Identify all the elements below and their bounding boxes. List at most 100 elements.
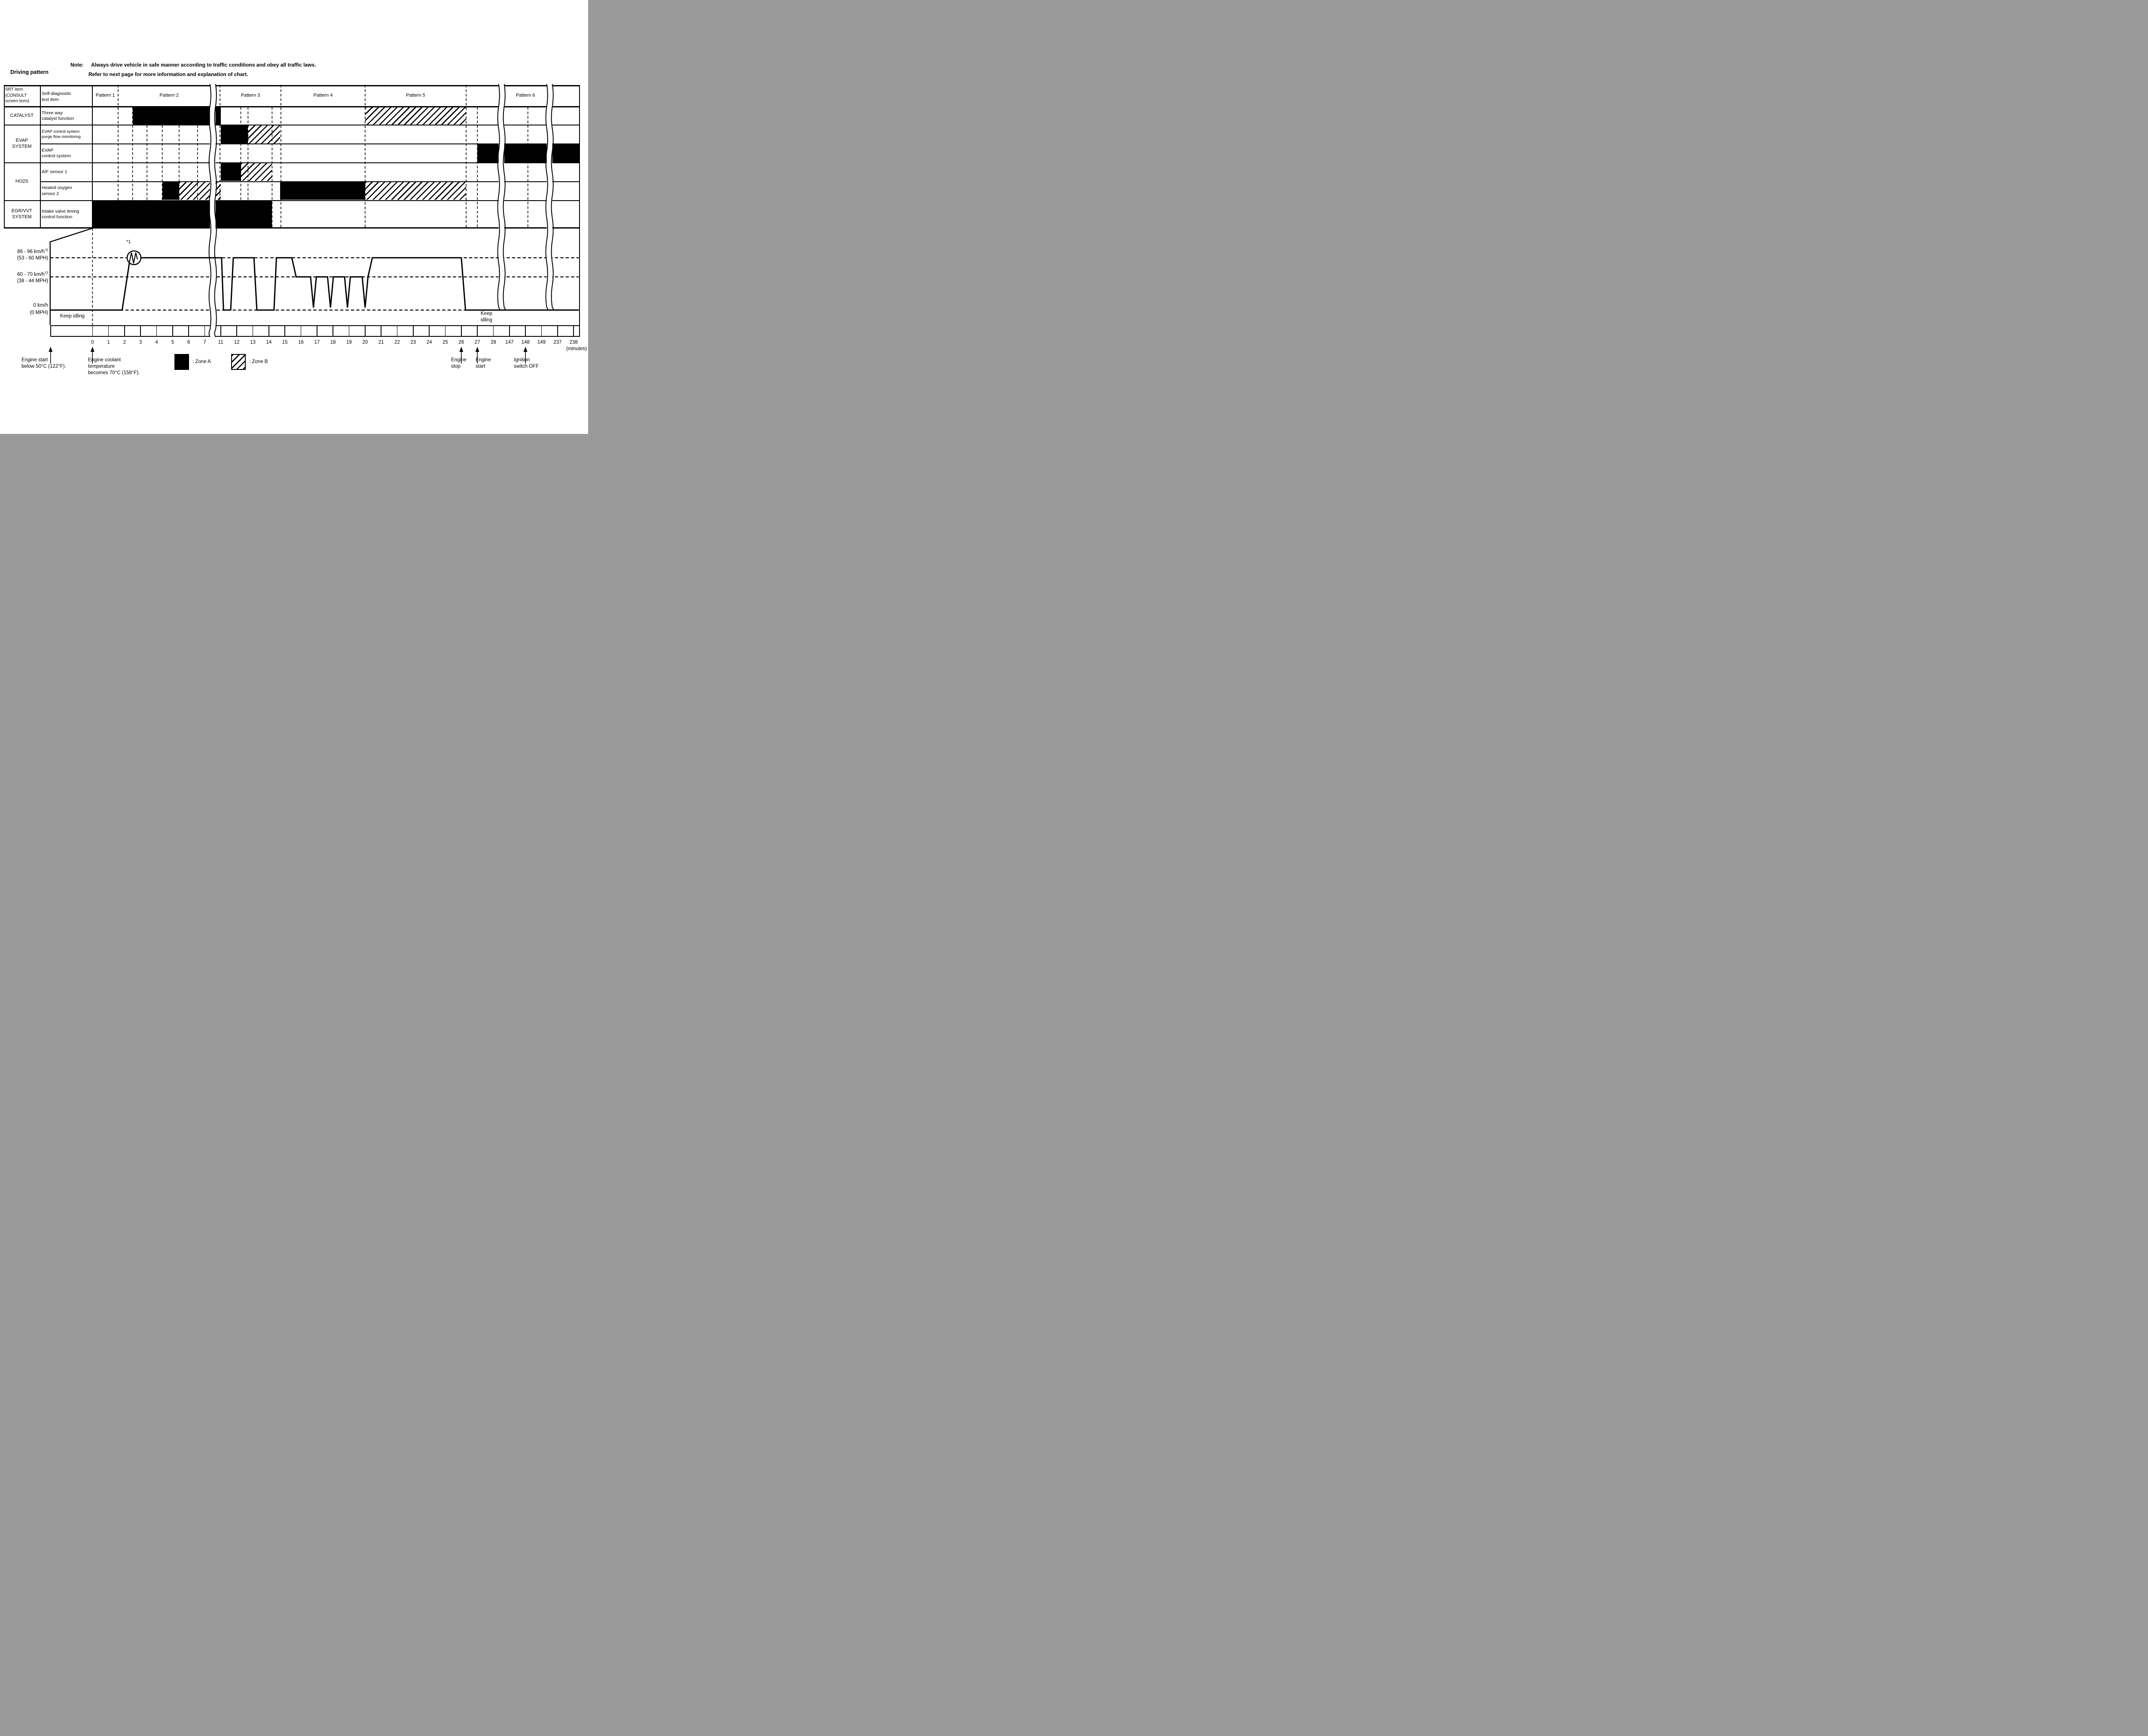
speed-label-sub: (0 MPH) <box>30 310 48 315</box>
axis-box-bottom <box>50 336 580 337</box>
annotation-arrowhead-engine-stop <box>459 347 464 352</box>
axis-label-4: 4 <box>155 340 158 345</box>
legend-zone-a-label: : Zone A <box>192 359 211 364</box>
keep-idling-right-label: Keep <box>481 311 492 316</box>
axis-label-17: 17 <box>314 340 320 345</box>
table-border-bottom <box>3 227 580 229</box>
speed-label-sub: (53 - 60 MPH) <box>17 255 48 261</box>
axis-tick <box>156 325 157 337</box>
test-item-label: A/F sensor 1 <box>42 169 67 175</box>
srt-group-label: SYSTEM <box>12 143 32 149</box>
annotation-engine-start-line: start <box>476 364 485 369</box>
axis-label-19: 19 <box>346 340 352 345</box>
axis-tick <box>477 325 478 337</box>
keep-idling-right-label: idling <box>481 317 492 323</box>
axis-label-5: 5 <box>171 340 174 345</box>
axis-box-top <box>50 325 580 326</box>
axis-unit-label: (minutes) <box>566 346 587 351</box>
zone-a-bar <box>92 201 272 228</box>
speed-label-main: 60 - 70 km/h*2 <box>17 271 48 277</box>
axis-label-0: 0 <box>91 340 94 345</box>
axis-tick <box>140 325 141 337</box>
axis-label-3: 3 <box>139 340 142 345</box>
speed-label-footnote: *2 <box>45 248 48 252</box>
annotation-arrowhead-coolant-70 <box>90 347 95 352</box>
test-item-label: EVAP <box>42 147 54 153</box>
axis-box-left <box>50 325 51 337</box>
zone-b-bar <box>365 182 467 200</box>
test-header-line: test item <box>42 97 59 102</box>
axis-break-gap <box>546 84 552 310</box>
axis-tick <box>172 325 173 337</box>
table-col1-separator <box>40 85 41 229</box>
axis-label-6: 6 <box>187 340 190 345</box>
star1-note: *1 <box>126 239 131 244</box>
axis-label-147: 147 <box>505 340 514 345</box>
zone-a-bar <box>220 125 248 143</box>
axis-label-18: 18 <box>330 340 336 345</box>
star1-zigzag-icon <box>128 252 138 264</box>
table-row-separator <box>3 200 580 201</box>
legend-zone-a-swatch <box>174 354 189 370</box>
page-title: Driving pattern <box>10 69 49 75</box>
axis-tick <box>220 325 221 337</box>
pattern-header-label-4: Pattern 4 <box>313 93 333 98</box>
pattern-header-label-6: Pattern 6 <box>516 93 535 98</box>
axis-label-7: 7 <box>203 340 206 345</box>
speed-curve <box>50 257 579 311</box>
table-border-left <box>3 85 5 229</box>
axis-label-27: 27 <box>474 340 480 345</box>
axis-label-11: 11 <box>218 340 223 345</box>
axis-label-15: 15 <box>282 340 288 345</box>
srt-header-line: SRT item <box>5 87 23 92</box>
axis-break-wavy-line <box>545 84 548 311</box>
table-border-top <box>3 85 580 86</box>
speed-label-main: 86 - 96 km/h*2 <box>17 248 48 254</box>
axis-label-149: 149 <box>537 340 546 345</box>
axis-label-25: 25 <box>442 340 448 345</box>
test-item-label: control function <box>42 214 73 220</box>
axis-tick <box>284 325 285 337</box>
axis-tick <box>92 325 93 337</box>
axis-break-wavy-line <box>503 84 506 311</box>
axis-label-22: 22 <box>394 340 400 345</box>
axis-label-23: 23 <box>410 340 416 345</box>
srt-group-label: CATALYST <box>10 113 34 118</box>
zone-a-bar <box>162 182 179 200</box>
legend-zone-b-label: : Zone B <box>249 359 268 364</box>
axis-label-1: 1 <box>107 340 110 345</box>
axis-break-gap <box>498 84 504 310</box>
axis-label-21: 21 <box>378 340 384 345</box>
annotation-ignition-off-line: switch OFF <box>514 364 539 369</box>
table-row-separator <box>3 162 580 164</box>
axis-break-wavy-line <box>551 84 554 311</box>
annotation-ignition-off-line: Ignition <box>514 357 530 363</box>
test-item-label: catalyst function <box>42 116 74 122</box>
test-item-label: EVAP control system <box>42 129 80 134</box>
test-item-label: control system <box>42 153 71 159</box>
axis-label-28: 28 <box>491 340 496 345</box>
axis-label-14: 14 <box>266 340 272 345</box>
table-row-separator <box>40 143 580 144</box>
pattern-header-label-3: Pattern 3 <box>241 93 260 98</box>
annotation-coolant-70-line: temperature <box>88 364 115 369</box>
axis-tick <box>557 325 558 337</box>
axis-tick <box>493 325 494 337</box>
note-line-2: Refer to next page for more information … <box>88 71 248 77</box>
pattern-header-label-1: Pattern 1 <box>95 93 115 98</box>
annotation-coolant-70-line: Engine coolant <box>88 357 121 363</box>
test-item-label: Intake valve timing <box>42 208 79 214</box>
axis-tick <box>348 325 350 337</box>
axis-tick <box>204 325 205 337</box>
axis-tick <box>365 325 366 337</box>
table-col2-separator <box>92 85 93 229</box>
axis-tick <box>461 325 462 337</box>
axis-label-20: 20 <box>362 340 368 345</box>
srt-header-line: screen term) <box>5 99 30 104</box>
annotation-coolant-70-line: becomes 70°C (158°F). <box>88 370 140 375</box>
graph-left-boundary <box>49 228 93 325</box>
speed-label-footnote: *2 <box>45 271 48 275</box>
speed-label-sub: (38 - 44 MPH) <box>17 278 48 284</box>
annotation-arrowhead-engine-start-cold <box>49 347 53 352</box>
srt-group-label: SYSTEM <box>12 214 32 220</box>
